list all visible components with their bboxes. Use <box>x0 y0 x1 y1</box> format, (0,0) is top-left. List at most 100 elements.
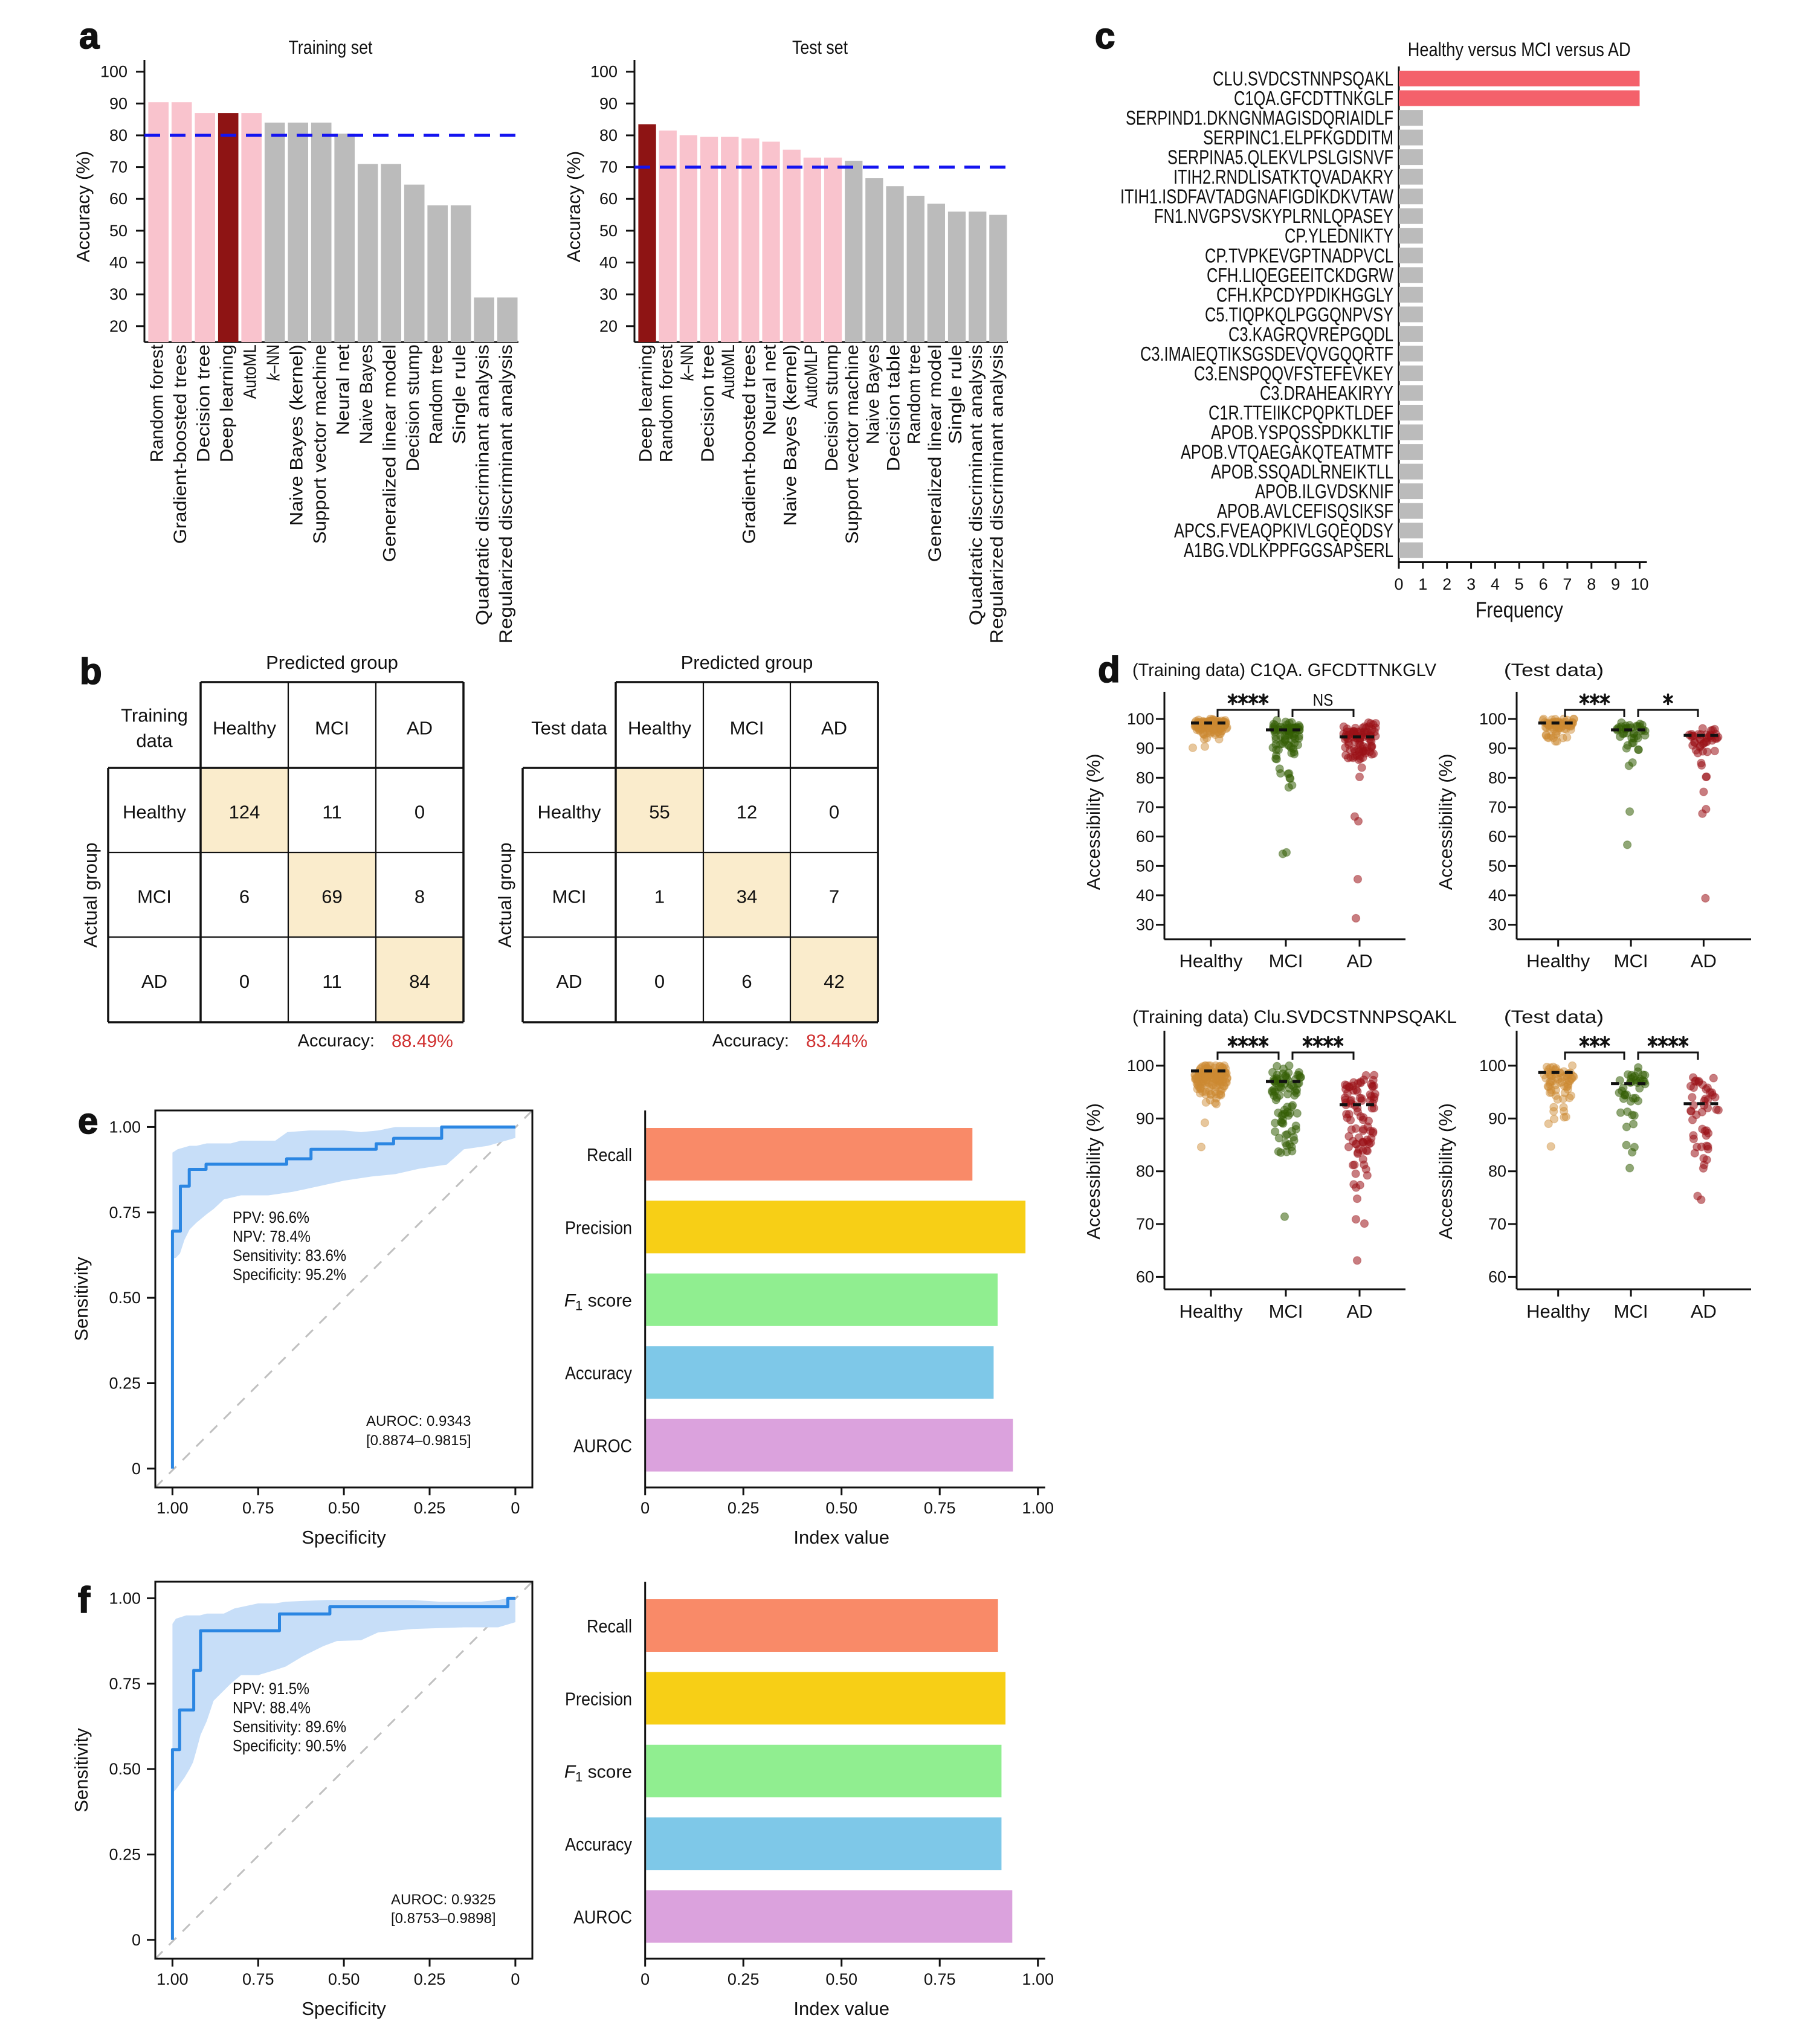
svg-text:Healthy: Healthy <box>628 718 692 739</box>
svg-text:Gradient-boosted trees: Gradient-boosted trees <box>170 344 190 544</box>
svg-text:MCI: MCI <box>552 886 587 907</box>
svg-text:8: 8 <box>415 886 425 907</box>
svg-text:Frequency: Frequency <box>1476 598 1563 622</box>
svg-text:70: 70 <box>1136 1215 1154 1233</box>
svg-text:MCI: MCI <box>1614 1301 1648 1322</box>
svg-text:AutoML: AutoML <box>718 344 738 399</box>
svg-text:F1 score: F1 score <box>564 1762 632 1784</box>
svg-text:Sensitivity: 89.6%: Sensitivity: 89.6% <box>233 1718 346 1736</box>
svg-text:b: b <box>80 651 102 692</box>
svg-text:MCI: MCI <box>1269 1301 1303 1322</box>
svg-text:Healthy versus MCI versus AD: Healthy versus MCI versus AD <box>1408 39 1631 60</box>
svg-text:AD: AD <box>1691 1301 1717 1322</box>
svg-text:APOB.VTQAEGAKQTEATMTF: APOB.VTQAEGAKQTEATMTF <box>1181 441 1393 463</box>
svg-text:CFH.KPCDYPDIKHGGLY: CFH.KPCDYPDIKHGGLY <box>1216 283 1393 306</box>
svg-text:Neural net: Neural net <box>760 344 780 435</box>
svg-text:MCI: MCI <box>730 718 764 739</box>
svg-text:12: 12 <box>737 802 757 823</box>
svg-text:Random tree: Random tree <box>905 344 925 444</box>
svg-text:Predicted group: Predicted group <box>266 652 398 673</box>
svg-text:0.50: 0.50 <box>825 1970 857 1988</box>
svg-text:4: 4 <box>1491 575 1500 593</box>
svg-text:100: 100 <box>1479 710 1506 728</box>
svg-text:0: 0 <box>654 971 665 992</box>
svg-text:100: 100 <box>100 63 127 81</box>
svg-text:20: 20 <box>599 317 618 335</box>
svg-text:AUROC: 0.9343: AUROC: 0.9343 <box>366 1413 471 1429</box>
svg-text:(Test data): (Test data) <box>1504 660 1604 680</box>
svg-text:MCI: MCI <box>1614 950 1648 971</box>
svg-text:Actual group: Actual group <box>80 842 101 947</box>
svg-text:a: a <box>79 16 100 56</box>
svg-text:30: 30 <box>599 285 618 303</box>
svg-text:SERPINC1.ELPFKGDDITM: SERPINC1.ELPFKGDDITM <box>1203 126 1393 149</box>
svg-text:70: 70 <box>599 158 618 176</box>
svg-text:1.00: 1.00 <box>1022 1970 1054 1988</box>
svg-text:0: 0 <box>641 1499 650 1517</box>
svg-text:AutoML: AutoML <box>240 344 260 399</box>
svg-text:69: 69 <box>321 886 342 907</box>
svg-text:data: data <box>136 730 173 752</box>
svg-text:90: 90 <box>1488 740 1506 758</box>
svg-text:50: 50 <box>1488 857 1506 875</box>
svg-text:30: 30 <box>1488 916 1506 934</box>
svg-text:100: 100 <box>1127 710 1154 728</box>
svg-text:PPV: 96.6%: PPV: 96.6% <box>233 1208 309 1226</box>
svg-text:Naive Bayes: Naive Bayes <box>357 344 376 444</box>
svg-text:0.25: 0.25 <box>109 1374 141 1393</box>
svg-text:30: 30 <box>109 285 127 303</box>
svg-text:0.50: 0.50 <box>109 1760 141 1778</box>
svg-text:Specificity: 95.2%: Specificity: 95.2% <box>233 1266 346 1284</box>
svg-text:FN1.NVGPSVSKYPLRNLQPASEY: FN1.NVGPSVSKYPLRNLQPASEY <box>1154 205 1393 227</box>
svg-text:AD: AD <box>821 718 847 739</box>
svg-text:60: 60 <box>1136 1268 1154 1286</box>
svg-text:0.75: 0.75 <box>924 1499 956 1517</box>
svg-text:ITIH1.ISDFAVTADGNAFIGDIKDKVTAW: ITIH1.ISDFAVTADGNAFIGDIKDKVTAW <box>1120 185 1394 208</box>
svg-text:Deep learning: Deep learning <box>636 344 656 462</box>
svg-text:Random forest: Random forest <box>657 344 677 463</box>
svg-text:Accessibility (%): Accessibility (%) <box>1083 1103 1104 1240</box>
svg-text:0: 0 <box>829 802 839 823</box>
svg-text:90: 90 <box>1488 1109 1506 1127</box>
svg-text:Quadratic discriminant analysi: Quadratic discriminant analysis <box>966 344 986 625</box>
svg-text:1.00: 1.00 <box>1022 1499 1054 1517</box>
svg-text:Neural net: Neural net <box>334 344 353 435</box>
svg-text:0.75: 0.75 <box>109 1204 141 1222</box>
svg-text:Support vector machine: Support vector machine <box>842 344 862 544</box>
svg-text:Regularized discriminant analy: Regularized discriminant analysis <box>496 344 516 643</box>
svg-text:Accessibility (%): Accessibility (%) <box>1435 753 1456 890</box>
svg-text:(Test data): (Test data) <box>1504 1007 1604 1027</box>
svg-text:Healthy: Healthy <box>1526 1301 1590 1322</box>
svg-text:[0.8874–0.9815]: [0.8874–0.9815] <box>366 1432 471 1449</box>
svg-text:90: 90 <box>1136 740 1154 758</box>
svg-text:11: 11 <box>322 802 341 823</box>
svg-text:0.50: 0.50 <box>825 1499 857 1517</box>
svg-text:CFH.LIQEGEEITCKDGRW: CFH.LIQEGEEITCKDGRW <box>1207 264 1394 286</box>
svg-text:90: 90 <box>1136 1109 1154 1127</box>
svg-text:NPV: 88.4%: NPV: 88.4% <box>233 1699 311 1717</box>
svg-text:Decision stump: Decision stump <box>822 344 842 471</box>
svg-text:80: 80 <box>1488 768 1506 787</box>
svg-text:0: 0 <box>239 971 250 992</box>
svg-text:88.49%: 88.49% <box>392 1031 453 1051</box>
svg-text:Index value: Index value <box>793 1527 889 1548</box>
svg-text:1.00: 1.00 <box>109 1589 141 1607</box>
svg-text:30: 30 <box>1136 916 1154 934</box>
svg-text:0: 0 <box>415 802 425 823</box>
svg-text:(Training data) Clu.SVDCSTNNPS: (Training data) Clu.SVDCSTNNPSQAKL <box>1132 1007 1457 1027</box>
svg-text:Precision: Precision <box>565 1217 632 1238</box>
svg-text:2: 2 <box>1442 575 1451 593</box>
svg-text:0.75: 0.75 <box>242 1970 274 1988</box>
svg-text:Sensitivity: Sensitivity <box>71 1728 92 1812</box>
svg-text:Random tree: Random tree <box>427 344 447 444</box>
svg-text:Naive Bayes (kernel): Naive Bayes (kernel) <box>781 344 801 526</box>
svg-text:1.00: 1.00 <box>109 1118 141 1136</box>
svg-text:Accuracy (%): Accuracy (%) <box>73 151 94 262</box>
svg-text:0: 0 <box>132 1460 141 1478</box>
svg-text:90: 90 <box>109 94 127 112</box>
svg-text:Specificity: Specificity <box>302 1527 386 1548</box>
svg-text:0.50: 0.50 <box>328 1970 360 1988</box>
svg-text:AD: AD <box>556 971 582 992</box>
svg-text:Healthy: Healthy <box>123 802 187 823</box>
svg-text:40: 40 <box>599 254 618 272</box>
